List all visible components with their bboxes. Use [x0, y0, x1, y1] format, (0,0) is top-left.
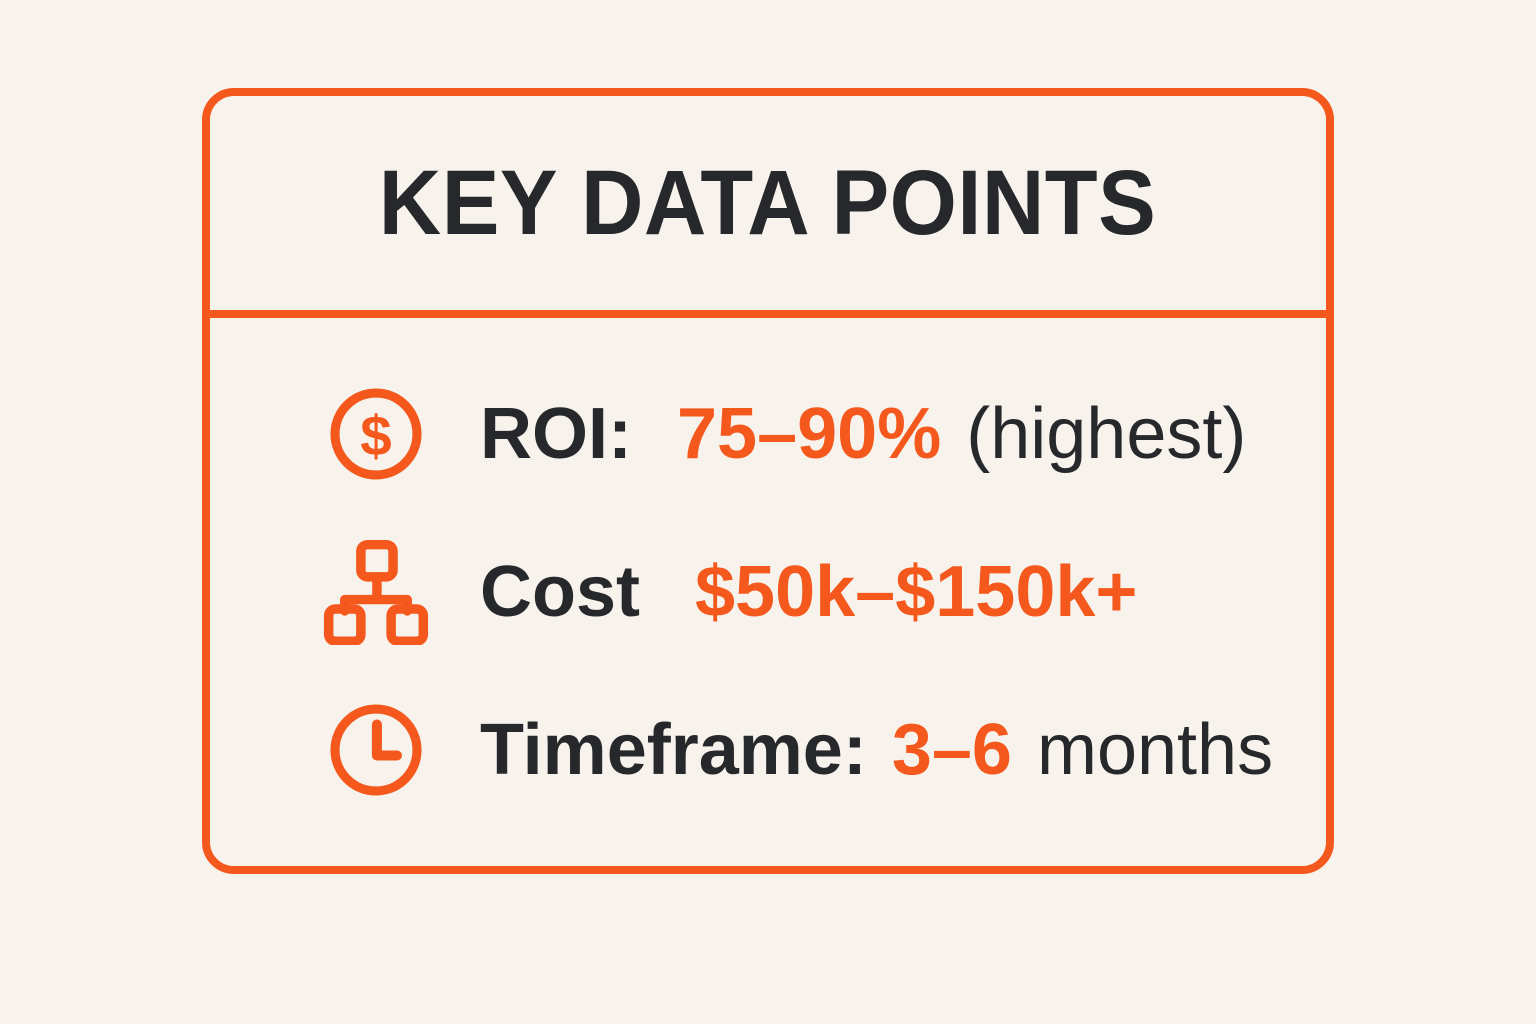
- cost-value: $50k–$150k+: [695, 552, 1138, 632]
- roi-value: 75–90%: [676, 394, 942, 474]
- roi-label: ROI:: [480, 394, 632, 474]
- page-title: KEY DATA POINTS: [379, 151, 1157, 254]
- key-data-points-card: KEY DATA POINTS $ ROI: 75–90% (highest): [202, 88, 1334, 874]
- clock-icon: [320, 694, 432, 806]
- cost-label: Cost: [480, 552, 640, 632]
- hierarchy-icon: [320, 536, 432, 648]
- timeframe-value: 3–6: [891, 710, 1012, 790]
- svg-text:$: $: [360, 404, 391, 467]
- card-body: $ ROI: 75–90% (highest) Cost $50k–$150k+: [210, 318, 1326, 866]
- timeframe-unit: months: [1036, 710, 1274, 790]
- data-row-cost: Cost $50k–$150k+: [320, 536, 1296, 648]
- data-row-timeframe: Timeframe: 3–6 months: [320, 694, 1296, 806]
- dollar-circle-icon: $: [320, 378, 432, 490]
- card-header: KEY DATA POINTS: [210, 96, 1326, 318]
- timeframe-label: Timeframe:: [480, 710, 867, 790]
- roi-note: (highest): [966, 394, 1247, 474]
- data-row-roi: $ ROI: 75–90% (highest): [320, 378, 1296, 490]
